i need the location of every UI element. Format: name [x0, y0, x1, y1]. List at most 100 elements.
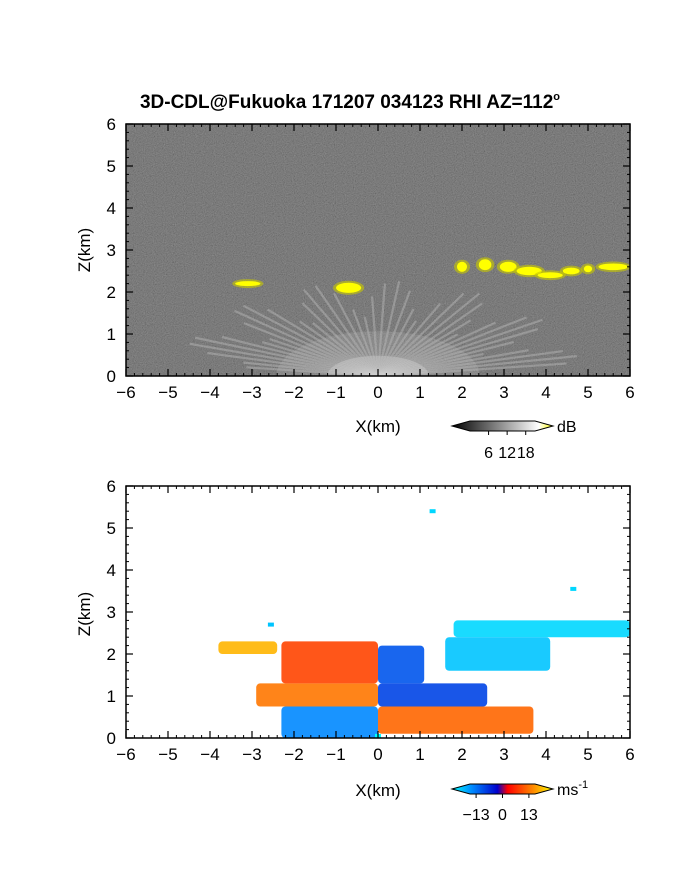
- x-tick-label: −5: [158, 383, 177, 402]
- cloud-echo: [478, 259, 492, 271]
- radial-beam: [312, 322, 379, 376]
- x-tick-label: 0: [373, 383, 382, 402]
- x-tick-label: −3: [242, 383, 261, 402]
- radial-beam: [189, 342, 379, 376]
- velocity-region: [281, 706, 378, 738]
- colorbar-tick-label: −13: [463, 807, 490, 824]
- velocity-ylabel: Z(km): [75, 592, 94, 636]
- reflectivity-ylabel: Z(km): [75, 228, 94, 272]
- y-tick-label: 6: [107, 115, 116, 134]
- reflectivity-colorbar-unit: dB: [557, 419, 577, 436]
- radial-beam: [261, 340, 379, 376]
- velocity-point: [570, 586, 577, 591]
- radial-beam: [377, 328, 539, 376]
- y-tick-label: 3: [107, 241, 116, 260]
- radial-beam: [376, 283, 386, 376]
- radial-beam: [377, 319, 472, 376]
- radial-beam: [377, 320, 417, 376]
- velocity-region: [218, 641, 278, 654]
- radial-beam: [377, 302, 483, 376]
- y-tick-label: 0: [107, 729, 116, 748]
- colorbar-tick-label: 12: [498, 445, 516, 462]
- velocity-colorbar-ticks: −13 0 13: [463, 794, 538, 824]
- velocity-colorbar-bar: [450, 783, 555, 795]
- x-tick-label: 1: [415, 383, 424, 402]
- radial-beam: [269, 337, 379, 376]
- x-tick-label: −4: [200, 383, 219, 402]
- x-tick-label: −1: [326, 383, 345, 402]
- colorbar-tick-label: 13: [520, 807, 538, 824]
- velocity-region: [378, 645, 425, 684]
- radial-beam: [377, 341, 515, 376]
- radial-beam: [377, 316, 527, 376]
- x-tick-label: 4: [541, 383, 550, 402]
- velocity-region: [453, 620, 630, 638]
- radial-beam: [242, 304, 379, 376]
- chart-title: 3D-CDL@Fukuoka 171207 034123 RHI AZ=112o: [140, 91, 560, 113]
- x-tick-label: 0: [373, 745, 382, 764]
- x-tick-label: −6: [116, 745, 135, 764]
- radial-beam: [243, 361, 379, 376]
- reflectivity-axes: −6 −5 −4 −3 −2 −1 0 1 2 3 4 5 6 0 1 2 3 4 5 6: [107, 115, 635, 402]
- radial-beam: [377, 292, 481, 376]
- radial-beam: [207, 351, 379, 376]
- y-tick-label: 2: [107, 283, 116, 302]
- velocity-data-layer: [218, 509, 630, 738]
- radial-beam: [314, 285, 379, 376]
- x-tick-label: 1: [415, 745, 424, 764]
- radial-beam: [194, 336, 379, 376]
- cloud-echo: [499, 261, 517, 272]
- radial-beam: [377, 308, 415, 376]
- radial-beam: [243, 322, 379, 376]
- reflectivity-colorbar: dB 6 12 18: [450, 419, 577, 462]
- velocity-panel: −6 −5 −4 −3 −2 −1 0 1 2 3 4 5 6 0 1 2 3 4 5 6 X(km) Z(km): [75, 477, 635, 800]
- reflectivity-noise: [126, 124, 630, 376]
- y-tick-label: 1: [107, 325, 116, 344]
- y-tick-label: 5: [107, 157, 116, 176]
- velocity-colorbar: ms-1 −13 0 13: [450, 779, 588, 824]
- x-tick-label: 3: [499, 383, 508, 402]
- radial-beam: [221, 335, 379, 376]
- reflectivity-panel: −6 −5 −4 −3 −2 −1 0 1 2 3 4 5 6 0 1 2 3 4 5 6 X(km) Z(km): [75, 115, 635, 436]
- velocity-axes: −6 −5 −4 −3 −2 −1 0 1 2 3 4 5 6 0 1 2 3 4 5 6: [107, 477, 635, 764]
- radial-beam: [377, 350, 563, 376]
- y-tick-label: 5: [107, 519, 116, 538]
- reflectivity-colorbar-bar: [450, 420, 555, 432]
- near-range-glow: [276, 331, 480, 376]
- cloud-echo: [562, 267, 580, 275]
- velocity-point: [429, 509, 436, 514]
- radial-beam: [377, 321, 496, 376]
- x-tick-label: 2: [457, 383, 466, 402]
- radial-beam: [377, 318, 543, 376]
- radial-beam: [246, 366, 379, 376]
- colorbar-tick-label: 18: [517, 445, 535, 462]
- y-tick-label: 2: [107, 645, 116, 664]
- radial-beam: [363, 316, 380, 376]
- radial-beam: [377, 333, 459, 376]
- radial-beam: [377, 292, 465, 376]
- reflectivity-xlabel: X(km): [355, 417, 400, 436]
- reflectivity-data-layer: [189, 257, 630, 376]
- radial-beam: [377, 302, 442, 376]
- y-tick-label: 4: [107, 199, 116, 218]
- radial-beam: [333, 292, 379, 376]
- x-tick-label: 2: [457, 745, 466, 764]
- velocity-colorbar-unit: ms-1: [557, 779, 588, 799]
- velocity-region: [281, 641, 378, 684]
- velocity-xlabel: X(km): [355, 781, 400, 800]
- y-tick-label: 3: [107, 603, 116, 622]
- radial-beam: [302, 288, 379, 376]
- radial-beam: [376, 281, 401, 376]
- near-range-core: [327, 355, 429, 376]
- x-tick-label: −5: [158, 745, 177, 764]
- x-tick-label: −2: [284, 745, 303, 764]
- cloud-echo: [336, 282, 362, 293]
- y-tick-label: 1: [107, 687, 116, 706]
- cloud-echo: [516, 266, 542, 276]
- colorbar-tick-label: 6: [484, 445, 493, 462]
- cloud-echo: [598, 263, 628, 271]
- velocity-point: [267, 622, 274, 627]
- radial-beam: [301, 302, 379, 376]
- velocity-region: [378, 683, 488, 707]
